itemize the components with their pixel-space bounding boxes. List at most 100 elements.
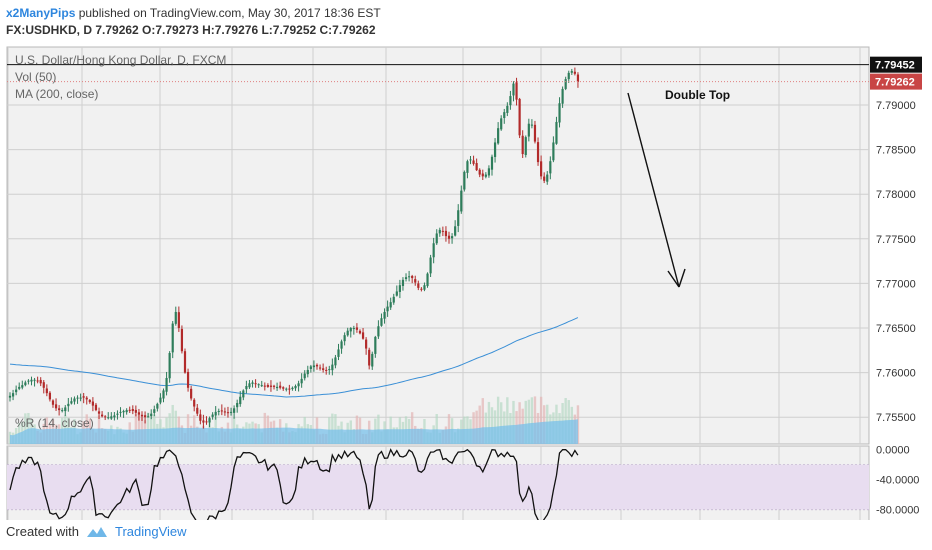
candle-body xyxy=(377,326,380,337)
candle-body xyxy=(61,410,64,412)
candle-body xyxy=(573,71,576,74)
price-label-boxes: 7.79452 7.79262 xyxy=(7,56,922,90)
candle-body xyxy=(211,414,214,417)
candle-body xyxy=(530,124,533,126)
candle-body xyxy=(282,387,285,389)
williams-r-line xyxy=(9,448,579,520)
candle-body xyxy=(533,124,537,142)
candle-body xyxy=(374,336,377,354)
candle-body xyxy=(226,412,230,414)
candle-body xyxy=(487,168,491,176)
candle-body xyxy=(361,332,365,339)
candle-body xyxy=(500,118,503,130)
candle-body xyxy=(174,311,177,324)
candle-body xyxy=(450,236,454,239)
candle-body xyxy=(521,135,524,155)
candle-body xyxy=(257,384,260,386)
candle-body xyxy=(131,409,134,411)
candle-body xyxy=(272,385,276,387)
candle-body xyxy=(309,366,312,369)
candle-body xyxy=(125,410,128,413)
volume-bar xyxy=(334,414,337,444)
candle-body xyxy=(107,417,110,419)
candle-body xyxy=(536,142,540,163)
candlesticks xyxy=(8,67,580,429)
volume-bar xyxy=(524,400,527,444)
study-ma-label: MA (200, close) xyxy=(15,87,98,101)
candle-body xyxy=(337,349,340,357)
volume-bar xyxy=(506,397,509,444)
volume-bar xyxy=(435,414,438,444)
publish-info: x2ManyPips published on TradingView.com,… xyxy=(6,6,381,20)
candle-body xyxy=(186,371,190,388)
osc-tick-label: -80.0000 xyxy=(876,505,919,517)
volume-bar xyxy=(481,398,484,444)
candle-body xyxy=(171,323,174,353)
candle-body xyxy=(153,409,156,413)
candle-body xyxy=(564,79,567,89)
candle-body xyxy=(401,279,405,286)
volume-bar xyxy=(533,396,537,444)
candle-body xyxy=(18,386,21,389)
volume-bar xyxy=(512,400,515,444)
volume-bar xyxy=(490,407,494,444)
candle-body xyxy=(88,400,91,403)
candle-body xyxy=(36,380,39,382)
candle-body xyxy=(64,407,67,412)
candle-body xyxy=(447,235,451,239)
volume-bar xyxy=(171,404,174,444)
candle-body xyxy=(318,367,322,369)
candle-body xyxy=(245,386,248,390)
candle-body xyxy=(414,279,417,283)
candle-body xyxy=(119,411,122,413)
candle-body xyxy=(518,98,521,136)
candle-body xyxy=(386,306,389,312)
candle-body xyxy=(404,277,408,280)
candle-body xyxy=(183,351,187,373)
candle-body xyxy=(493,142,497,157)
candle-body xyxy=(509,96,512,106)
candle-body xyxy=(331,364,334,371)
candle-body xyxy=(21,385,24,388)
tradingview-brand[interactable]: TradingView xyxy=(114,524,187,539)
price-tick-label: 7.77500 xyxy=(876,234,916,246)
candle-body xyxy=(91,401,94,406)
candle-body xyxy=(371,353,374,367)
candle-body xyxy=(110,416,113,419)
candle-body xyxy=(263,385,266,387)
chart-title: U.S. Dollar/Hong Kong Dollar, D, FXCM xyxy=(15,53,226,67)
author-name[interactable]: x2ManyPips xyxy=(6,6,76,20)
candle-body xyxy=(549,161,552,174)
candle-body xyxy=(67,403,70,407)
candle-body xyxy=(159,397,162,403)
candle-body xyxy=(389,302,392,308)
candle-body xyxy=(512,83,515,96)
candle-body xyxy=(294,386,297,389)
candle-body xyxy=(94,404,98,411)
volume-bar xyxy=(478,405,481,444)
candle-body xyxy=(466,161,469,173)
candle-body xyxy=(346,330,349,336)
price-tick-label: 7.76000 xyxy=(876,368,916,380)
candle-body xyxy=(576,74,580,82)
candle-body xyxy=(429,257,432,274)
candle-body xyxy=(229,411,233,413)
candle-body xyxy=(380,318,383,326)
candle-body xyxy=(543,176,546,181)
candle-body xyxy=(411,276,414,279)
volume-bar xyxy=(487,401,491,444)
candle-body xyxy=(288,388,291,390)
candle-body xyxy=(285,388,288,390)
candle-body xyxy=(469,159,472,161)
candle-body xyxy=(423,285,426,290)
candle-body xyxy=(561,88,564,104)
candle-body xyxy=(143,415,147,418)
candle-body xyxy=(70,401,73,404)
candle-body xyxy=(395,291,398,296)
volume-bar xyxy=(134,414,138,444)
candle-body xyxy=(140,414,144,417)
candle-body xyxy=(199,414,202,421)
volume-bar xyxy=(527,399,531,444)
volume-bar xyxy=(530,397,534,444)
price-chart[interactable]: 7.79000 7.78500 7.78000 7.77500 7.77000 7.765… xyxy=(0,40,932,520)
